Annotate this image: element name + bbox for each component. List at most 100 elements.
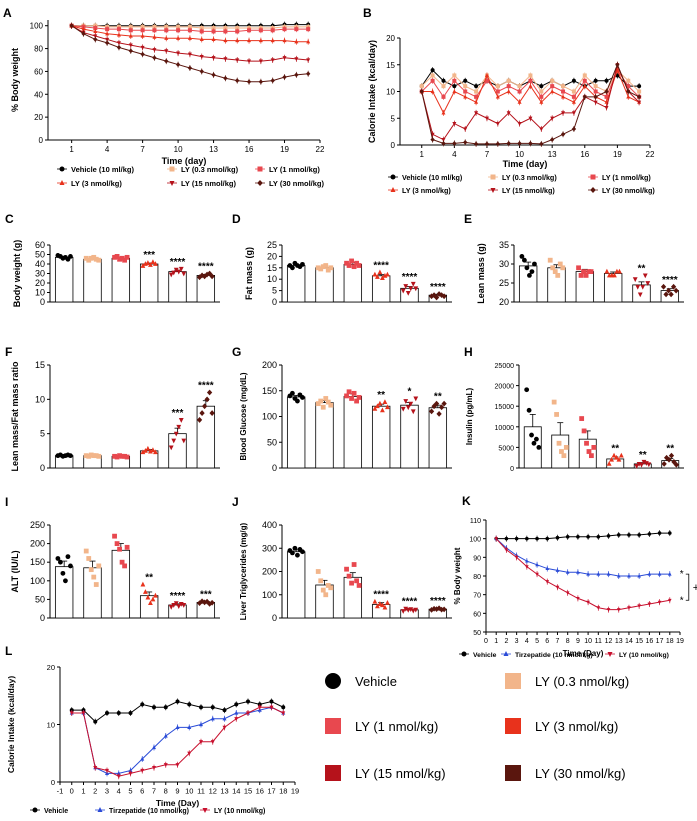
- legend-label: LY (15 nmol/kg): [181, 179, 237, 188]
- point-marker: [223, 57, 228, 62]
- panel-label: A: [3, 6, 12, 20]
- point-marker: [642, 273, 648, 279]
- point-marker: [351, 390, 357, 396]
- point-marker: [372, 598, 378, 604]
- point-marker: [247, 59, 252, 64]
- point-marker: [97, 807, 103, 812]
- point-marker: [433, 294, 440, 301]
- y-tick-label: 50: [35, 250, 45, 260]
- point-marker: [86, 556, 92, 561]
- point-marker: [495, 141, 501, 147]
- x-tick-label: 17: [267, 787, 275, 796]
- point-marker: [596, 606, 601, 610]
- point-marker: [581, 428, 587, 434]
- y-tick-label: 200: [262, 567, 277, 577]
- point-marker: [211, 37, 216, 42]
- point-marker: [637, 84, 642, 89]
- y-tick-label: 15000: [495, 404, 515, 411]
- point-marker: [581, 269, 586, 274]
- x-tick-label: 22: [646, 150, 655, 159]
- point-marker: [525, 558, 529, 563]
- point-marker: [356, 263, 362, 268]
- point-marker: [550, 116, 555, 121]
- y-tick-label: 20: [35, 278, 45, 288]
- point-marker: [436, 411, 442, 417]
- point-marker: [413, 607, 419, 613]
- point-marker: [380, 602, 385, 608]
- point-marker: [593, 89, 598, 94]
- x-tick-label: 11: [595, 638, 602, 645]
- point-marker: [96, 453, 102, 459]
- point-marker: [93, 37, 98, 42]
- point-marker: [168, 445, 174, 451]
- significance-label: *: [408, 386, 412, 397]
- point-marker: [637, 533, 641, 537]
- point-marker: [150, 447, 156, 453]
- panel-label: L: [5, 644, 13, 658]
- y-tick-label: 0: [40, 297, 45, 307]
- y-tick-label: 100: [262, 412, 277, 422]
- point-marker: [506, 111, 511, 116]
- x-axis-label: Time (day): [162, 156, 207, 166]
- y-tick-label: 0: [391, 141, 396, 150]
- point-marker: [323, 592, 329, 598]
- significance-label: *: [680, 569, 684, 580]
- bar: [371, 405, 391, 469]
- y-tick-label: 15: [267, 263, 277, 273]
- y-tick-label: 10000: [495, 425, 515, 432]
- point-marker: [403, 284, 409, 289]
- point-marker: [463, 127, 468, 132]
- point-marker: [128, 711, 133, 715]
- panel-K: K 50 60 70 80 90 100 110 0 1 2 3 4 5 6 7 8 9 10 11 12 13 14 15…: [450, 490, 697, 660]
- significance-label: **: [639, 450, 647, 461]
- point-marker: [305, 71, 311, 77]
- point-marker: [290, 550, 295, 556]
- point-marker: [463, 84, 468, 89]
- bracket: [685, 573, 690, 601]
- point-marker: [235, 78, 240, 83]
- point-marker: [430, 73, 435, 78]
- point-marker: [657, 531, 662, 535]
- point-marker: [122, 563, 127, 569]
- point-marker: [325, 583, 331, 588]
- point-marker: [400, 406, 406, 412]
- point-marker: [290, 390, 295, 396]
- legend-item-ly03: LY (0.3 nmol/kg): [505, 673, 629, 689]
- point-marker: [145, 260, 151, 265]
- point-marker: [506, 89, 511, 94]
- y-axis-label: Calorie Intake (kcal/day): [6, 676, 16, 773]
- point-marker: [93, 453, 99, 459]
- point-marker: [143, 447, 148, 453]
- point-marker: [535, 536, 539, 541]
- point-marker: [441, 400, 447, 407]
- point-marker: [474, 99, 479, 104]
- point-marker: [586, 449, 592, 454]
- significance-label: **: [377, 390, 385, 401]
- point-marker: [637, 100, 642, 105]
- panel-label: B: [363, 6, 372, 20]
- point-marker: [514, 536, 519, 541]
- point-marker: [60, 570, 66, 576]
- point-marker: [632, 277, 638, 283]
- point-marker: [647, 602, 652, 607]
- point-marker: [140, 33, 145, 38]
- point-marker: [187, 52, 192, 57]
- point-marker: [430, 89, 435, 94]
- x-tick-label: 4: [105, 145, 110, 154]
- x-tick-label: 15: [244, 787, 252, 796]
- bar: [400, 404, 419, 469]
- point-marker: [452, 84, 457, 89]
- y-axis-label: ALT (IU/L): [10, 550, 20, 592]
- point-marker: [536, 445, 542, 450]
- point-marker: [105, 768, 109, 773]
- x-tick-label: 7: [485, 150, 490, 159]
- point-marker: [354, 578, 359, 584]
- point-marker: [617, 268, 622, 274]
- point-marker: [517, 89, 522, 94]
- point-marker: [93, 719, 98, 724]
- bar: [139, 450, 159, 469]
- point-marker: [282, 56, 287, 61]
- point-marker: [571, 94, 576, 99]
- point-marker: [128, 33, 133, 38]
